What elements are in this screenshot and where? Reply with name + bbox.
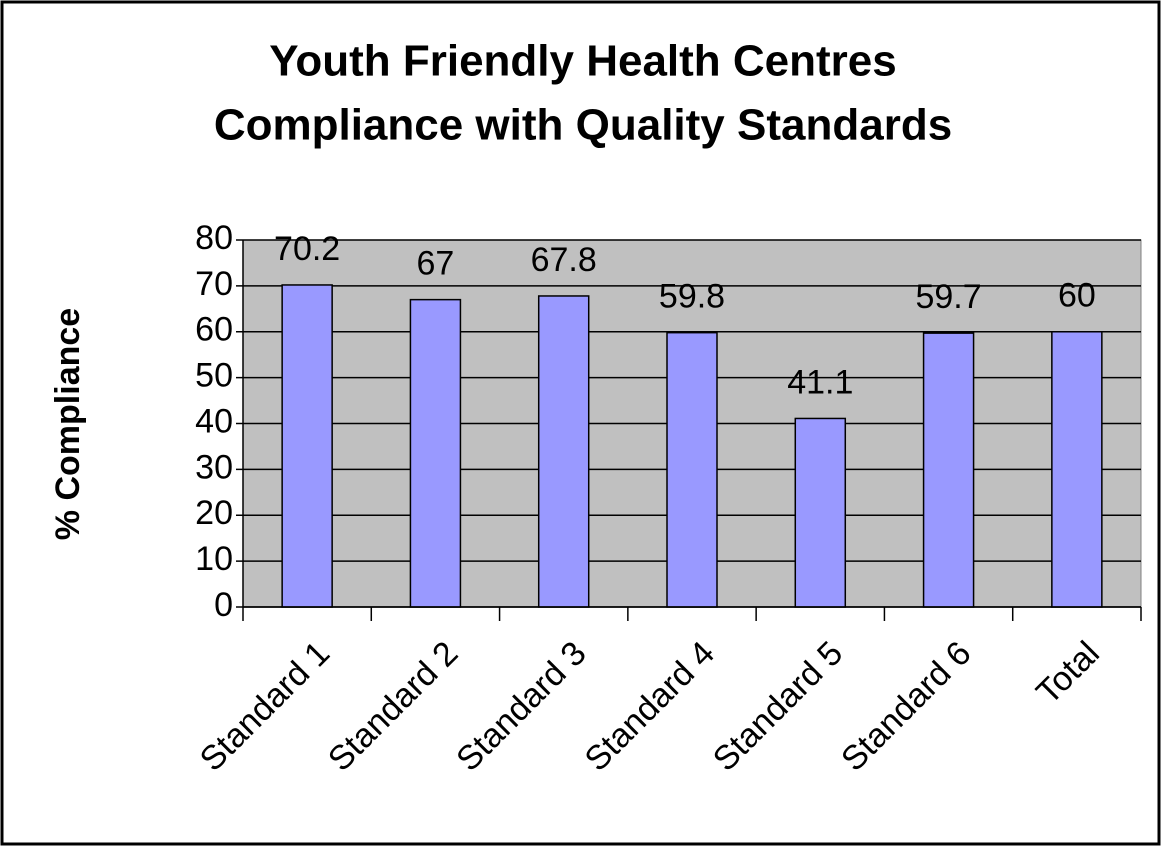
y-tick-label: 10 xyxy=(195,540,233,578)
data-label: 60 xyxy=(1058,277,1096,315)
chart-title: Youth Friendly Health Centres xyxy=(269,37,897,86)
bar xyxy=(537,295,590,608)
y-tick-label: 70 xyxy=(195,265,233,303)
y-tick-label: 80 xyxy=(195,219,233,257)
y-tick-label: 30 xyxy=(195,448,233,486)
chart-title: Compliance with Quality Standards xyxy=(214,101,952,150)
bar xyxy=(409,298,462,608)
data-label: 41.1 xyxy=(787,363,853,401)
data-label: 59.8 xyxy=(659,278,725,316)
y-tick-label: 20 xyxy=(195,494,233,532)
y-tick-label: 40 xyxy=(195,402,233,440)
data-label: 70.2 xyxy=(274,230,340,268)
bar xyxy=(794,417,847,608)
data-label: 67.8 xyxy=(531,241,597,279)
bar xyxy=(666,331,718,608)
data-label: 59.7 xyxy=(915,278,981,316)
y-tick-label: 50 xyxy=(195,357,233,395)
y-axis-label: % Compliance xyxy=(49,308,87,540)
data-label: 67 xyxy=(417,245,455,283)
y-tick-label: 60 xyxy=(195,311,233,349)
bar xyxy=(922,332,975,608)
bar xyxy=(1051,331,1103,608)
y-tick-label: 0 xyxy=(214,586,233,624)
bar xyxy=(281,284,333,608)
